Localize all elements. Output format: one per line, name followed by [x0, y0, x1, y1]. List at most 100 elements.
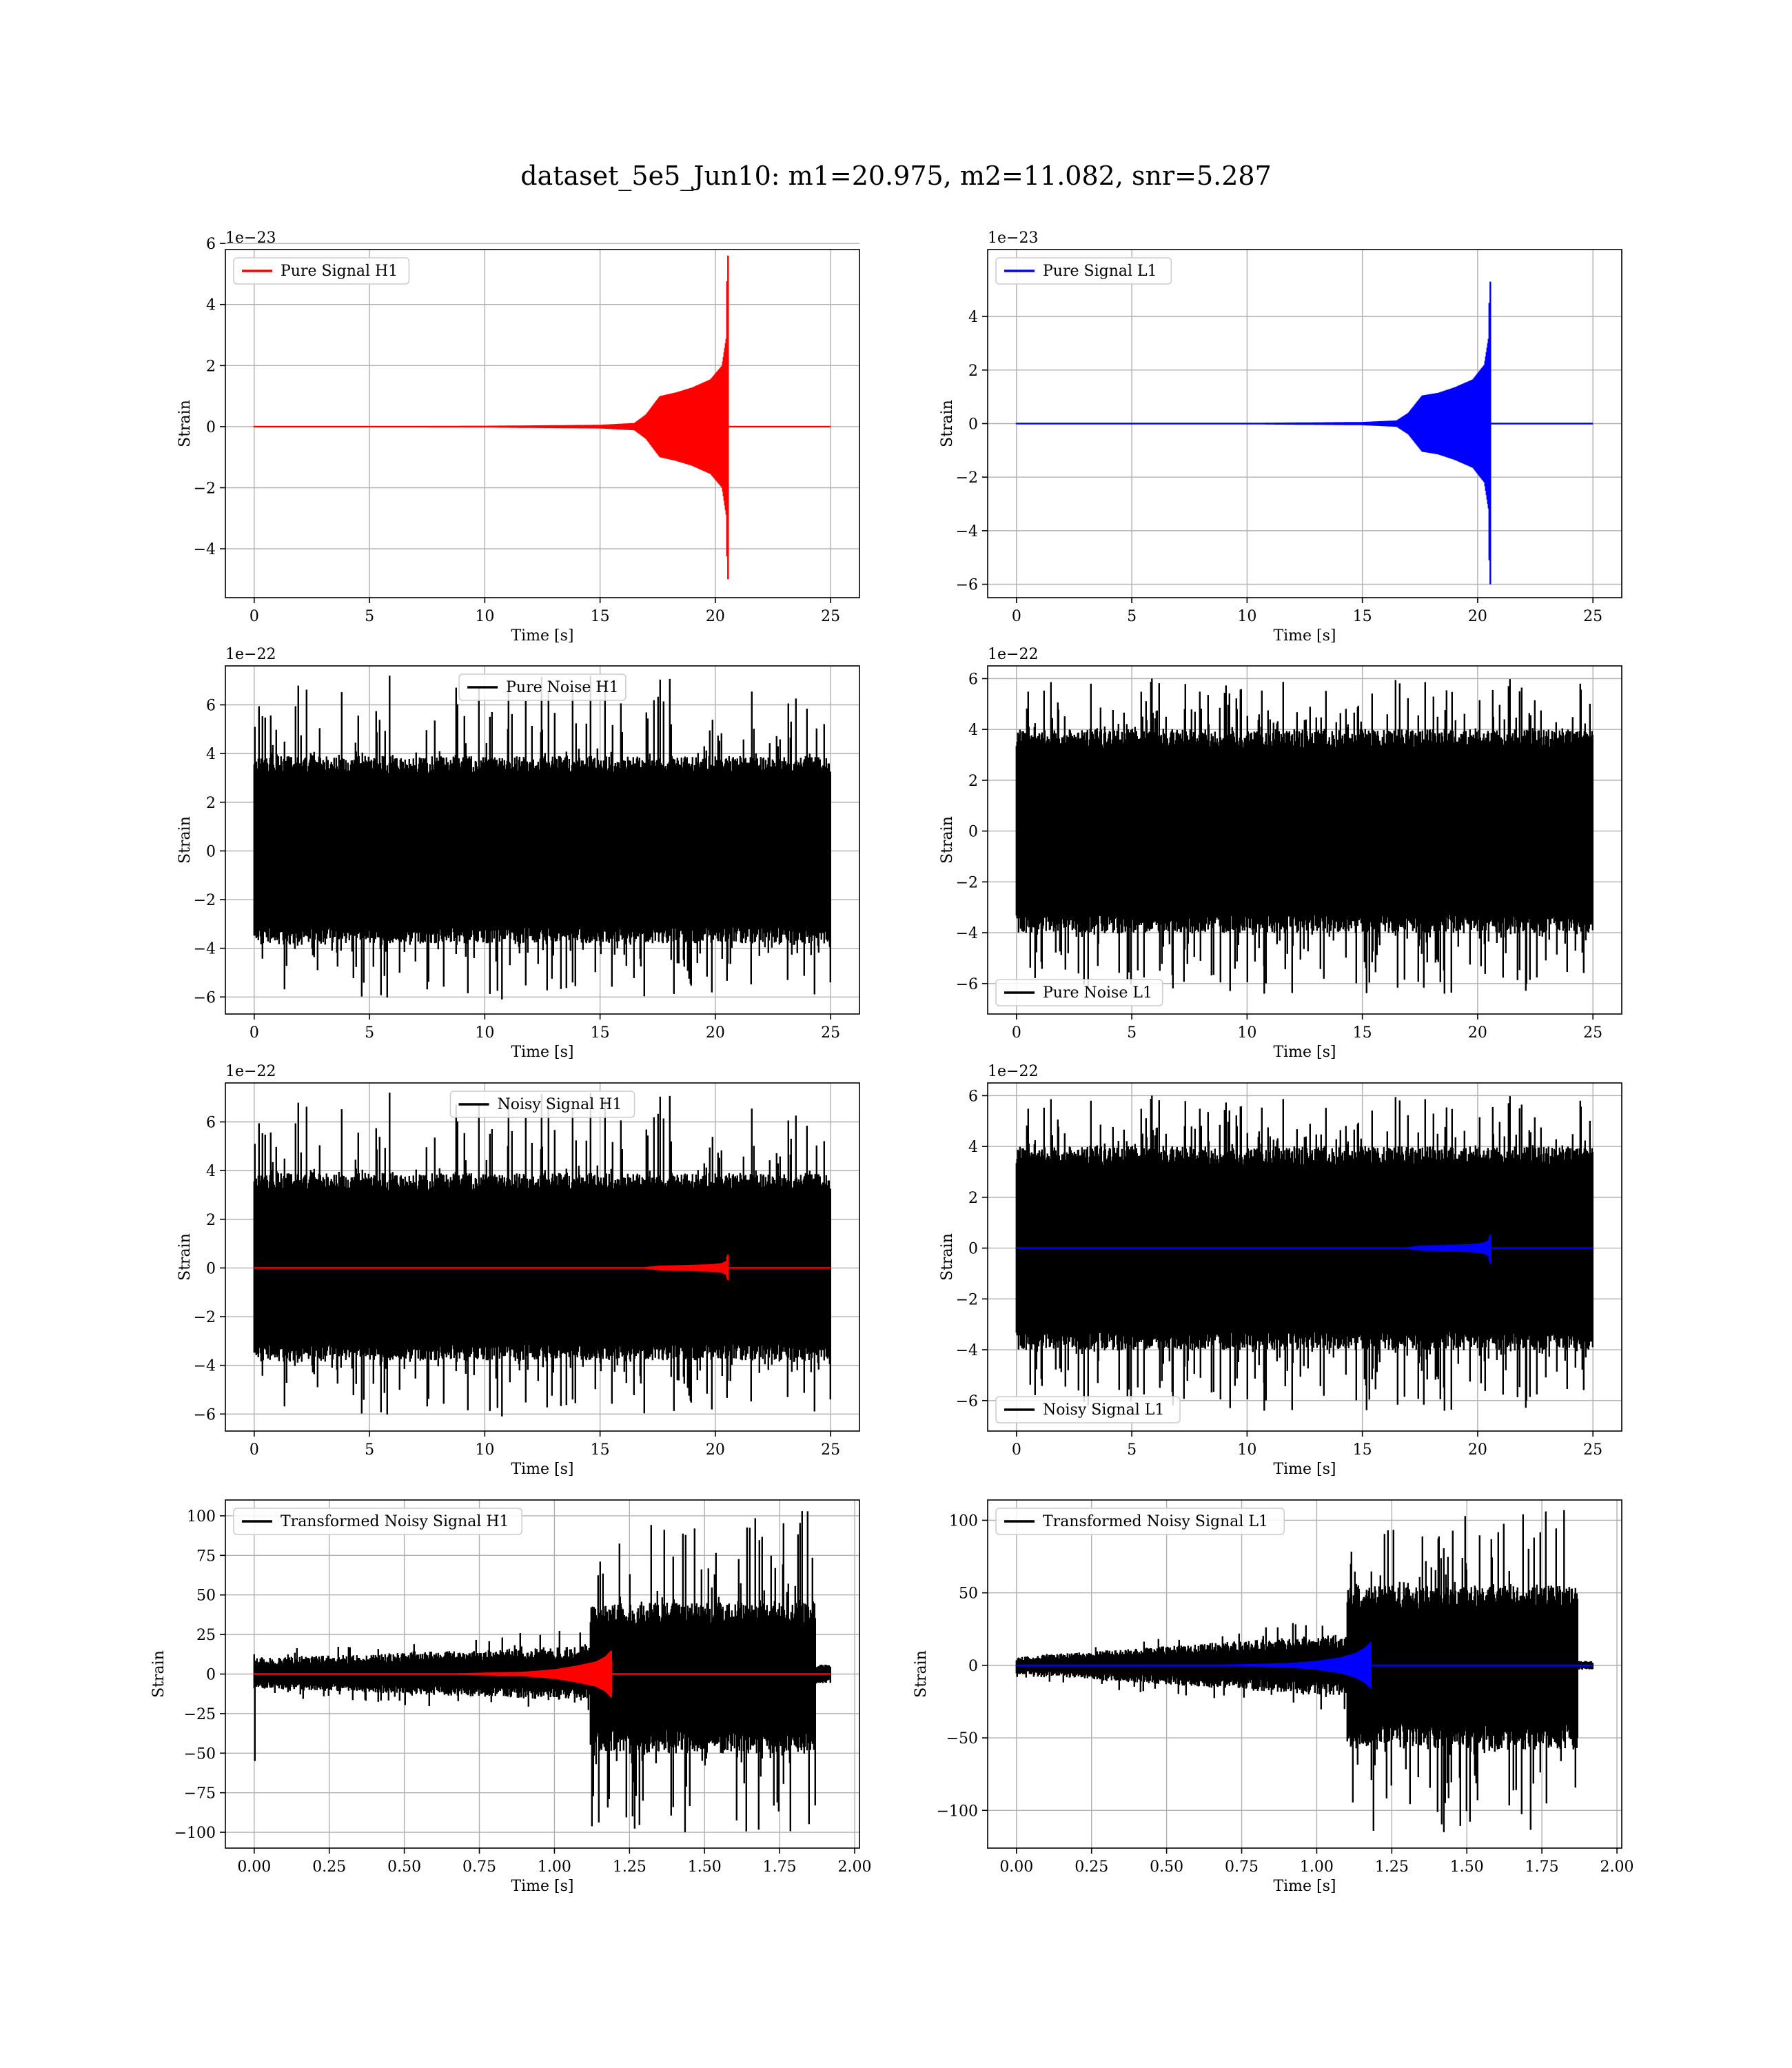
- y-tick-label: 50: [196, 1588, 216, 1605]
- x-tick-label: 5: [365, 1441, 374, 1459]
- x-tick-label: 1.75: [1525, 1858, 1559, 1876]
- x-tick-label: 1.75: [763, 1858, 797, 1876]
- series-layer: [1015, 281, 1594, 585]
- y-tick-label: 50: [959, 1585, 978, 1603]
- x-tick-label: 5: [1127, 608, 1137, 625]
- y-tick-label: 4: [968, 309, 978, 326]
- series-line-pure-signal-h1: [253, 255, 831, 580]
- y-offset-text: 1e−23: [225, 230, 276, 247]
- y-tick-label: 100: [949, 1512, 978, 1530]
- y-tick-label: −2: [194, 892, 216, 909]
- x-tick-label: 20: [706, 1024, 725, 1042]
- subplot-signal-l1: 0 5 10 15 20 25 −6 −4 −2 0 2 4 1e−23 Time [s] Strain Pu…: [939, 230, 1622, 645]
- x-tick-label: 1.50: [1450, 1858, 1484, 1876]
- y-axis-label: Strain: [939, 1233, 956, 1281]
- y-tick-label: −50: [946, 1730, 978, 1747]
- subplot-transformed-l1: 0.00 0.25 0.50 0.75 1.00 1.25 1.50 1.75 2.00 −100…: [913, 1499, 1634, 1895]
- series-layer: [253, 676, 831, 1000]
- y-tick-label: 2: [206, 1212, 216, 1229]
- x-tick-label: 0.75: [1225, 1858, 1259, 1876]
- axes-frame: [225, 1082, 860, 1432]
- axes-frame: [987, 1082, 1622, 1432]
- subplot-noise-l1: 0 5 10 15 20 25 −6 −4 −2 0 2 4 6 1e−22 Time [s] Strain P…: [939, 646, 1622, 1061]
- y-tick-label: 6: [206, 1115, 216, 1132]
- x-axis-label: Time [s]: [511, 1878, 573, 1895]
- legend-box: [995, 257, 1172, 285]
- x-tick-label: 5: [1127, 1441, 1137, 1459]
- y-tick-label: 2: [968, 773, 978, 790]
- y-tick-label: −4: [956, 925, 978, 942]
- legend: Pure Signal H1: [233, 257, 410, 285]
- x-tick-label: 0: [1012, 1441, 1021, 1459]
- legend-box: [995, 1396, 1181, 1423]
- y-tick-label: −4: [194, 1358, 216, 1375]
- x-tick-label: 25: [821, 608, 840, 625]
- y-tick-label: 2: [206, 795, 216, 812]
- y-axis-label: Strain: [176, 816, 194, 864]
- y-offset-text: 1e−22: [988, 1063, 1038, 1080]
- legend-label: Pure Signal H1: [281, 263, 398, 280]
- subplot-noise-h1: 0 5 10 15 20 25 −6 −4 −2 0 2 4 6 1e−22 Time [s] Strain P…: [176, 646, 860, 1061]
- x-tick-label: 15: [1353, 1024, 1372, 1042]
- series-layer: [1015, 1510, 1594, 1832]
- legend-label: Noisy Signal L1: [1043, 1401, 1164, 1419]
- x-axis-label: Time [s]: [1273, 1461, 1336, 1478]
- x-tick-label: 25: [821, 1441, 840, 1459]
- y-axis-label: Strain: [176, 400, 194, 447]
- x-tick-label: 5: [365, 1024, 374, 1042]
- y-tick-label: −4: [194, 941, 216, 958]
- legend-label: Pure Signal L1: [1043, 263, 1157, 280]
- y-offset-text: 1e−22: [225, 646, 276, 663]
- series-line-chirp-overlay: [1016, 1235, 1594, 1264]
- y-tick-label: 2: [206, 358, 216, 375]
- x-tick-label: 1.50: [688, 1858, 722, 1876]
- y-tick-label: −100: [937, 1803, 978, 1820]
- x-tick-label: 0: [250, 608, 259, 625]
- y-tick-label: 0: [206, 843, 216, 860]
- legend-label: Pure Noise L1: [1043, 984, 1152, 1002]
- y-tick-label: −100: [174, 1825, 216, 1842]
- x-tick-label: 1.00: [538, 1858, 571, 1876]
- y-tick-label: −4: [194, 541, 216, 558]
- x-tick-label: 1.25: [1375, 1858, 1409, 1876]
- series-line-chirp-overlay: [254, 1254, 831, 1280]
- y-tick-label: 4: [206, 746, 216, 763]
- y-tick-label: 100: [187, 1508, 216, 1525]
- series-line-chirp-overlay: [1015, 1642, 1594, 1689]
- y-tick-label: 4: [968, 1139, 978, 1156]
- x-tick-label: 20: [706, 1441, 725, 1459]
- legend-box: [233, 257, 410, 285]
- series-layer: [1015, 678, 1594, 994]
- y-tick-label: 4: [968, 722, 978, 739]
- axes-frame: [987, 1499, 1622, 1849]
- y-tick-label: 6: [968, 671, 978, 688]
- y-tick-label: −2: [194, 480, 216, 498]
- x-tick-label: 15: [1353, 608, 1372, 625]
- x-tick-label: 0.75: [462, 1858, 496, 1876]
- y-tick-label: −6: [956, 1393, 978, 1410]
- y-tick-label: 25: [196, 1627, 216, 1644]
- y-tick-label: 0: [968, 416, 978, 434]
- x-tick-label: 10: [1237, 1024, 1256, 1042]
- x-tick-label: 0.25: [1075, 1858, 1108, 1876]
- x-tick-label: 20: [706, 608, 725, 625]
- subplot-transformed-h1: 0.00 0.25 0.50 0.75 1.00 1.25 1.50 1.75 2.00 −100…: [150, 1499, 872, 1895]
- legend: Pure Noise H1: [458, 673, 627, 701]
- subplot-noisy-l1: 0 5 10 15 20 25 −6 −4 −2 0 2 4 6 1e−22 Time [s] Strain N…: [939, 1063, 1622, 1478]
- y-axis-label: Strain: [913, 1650, 930, 1698]
- x-tick-label: 15: [591, 1441, 610, 1459]
- y-tick-label: 2: [968, 363, 978, 380]
- x-tick-label: 0: [1012, 608, 1021, 625]
- y-tick-label: 6: [206, 698, 216, 715]
- x-tick-label: 0: [1012, 1024, 1021, 1042]
- x-tick-label: 0.25: [312, 1858, 346, 1876]
- x-tick-label: 25: [1583, 608, 1602, 625]
- y-tick-label: −4: [956, 1342, 978, 1359]
- y-tick-label: 0: [968, 1658, 978, 1675]
- series-line-pure-signal-l1: [1015, 281, 1594, 585]
- y-tick-label: 4: [206, 297, 216, 314]
- figure-title: dataset_5e5_Jun10: m1=20.975, m2=11.082,…: [520, 161, 1272, 192]
- y-offset-text: 1e−22: [988, 646, 1038, 663]
- legend-box: [449, 1091, 635, 1118]
- y-tick-label: −2: [956, 874, 978, 891]
